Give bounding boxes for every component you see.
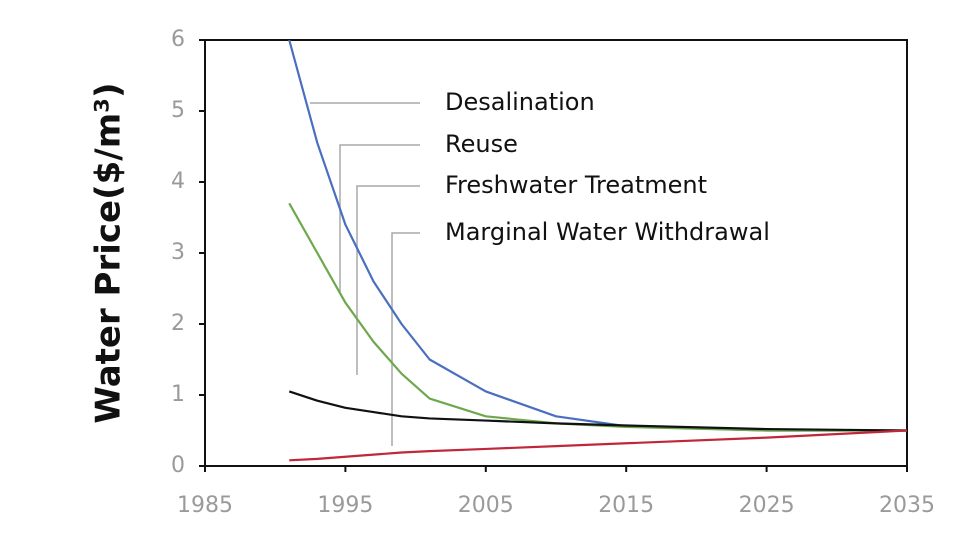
y-tick-label: 4 bbox=[171, 169, 185, 194]
series-label: Freshwater Treatment bbox=[445, 171, 707, 199]
series-label: Marginal Water Withdrawal bbox=[445, 218, 770, 246]
x-tick-label: 2025 bbox=[739, 493, 795, 518]
series-line bbox=[289, 429, 908, 462]
series-line bbox=[288, 390, 908, 432]
leader-line bbox=[391, 232, 420, 446]
series-label: Desalination bbox=[445, 88, 595, 116]
y-tick-label: 5 bbox=[171, 98, 185, 123]
leaders bbox=[310, 102, 420, 446]
y-tick-label: 3 bbox=[171, 240, 185, 265]
series-line bbox=[288, 202, 907, 432]
x-tick-label: 1985 bbox=[177, 493, 233, 518]
leader-line bbox=[356, 185, 420, 375]
x-tick-label: 1995 bbox=[317, 493, 373, 518]
y-axis-label: Water Price($/m³) bbox=[89, 82, 129, 423]
leader-line bbox=[339, 144, 420, 293]
x-tick-label: 2015 bbox=[598, 493, 654, 518]
y-tick-label: 0 bbox=[171, 453, 185, 478]
y-tick-label: 6 bbox=[171, 27, 185, 52]
y-tick-label: 2 bbox=[171, 311, 185, 336]
series-label: Reuse bbox=[445, 130, 518, 158]
y-tick-label: 1 bbox=[171, 382, 185, 407]
x-tick-label: 2035 bbox=[879, 493, 935, 518]
x-tick-label: 2005 bbox=[458, 493, 514, 518]
